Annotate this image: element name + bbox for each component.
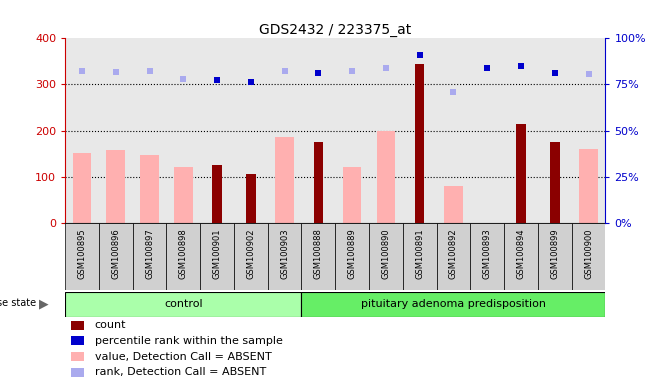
Bar	[415, 64, 424, 223]
Bar	[369, 223, 403, 290]
Bar	[65, 292, 301, 317]
Text: count: count	[95, 320, 126, 330]
Bar	[470, 223, 504, 290]
Bar	[246, 174, 256, 223]
Bar	[167, 223, 201, 290]
Text: GSM100897: GSM100897	[145, 228, 154, 279]
Bar	[70, 352, 84, 361]
Bar	[444, 186, 463, 223]
Bar	[212, 165, 222, 223]
Text: GSM100892: GSM100892	[449, 228, 458, 279]
Bar	[70, 336, 84, 346]
Text: GSM100890: GSM100890	[381, 228, 391, 279]
Bar	[140, 154, 159, 223]
Bar	[516, 124, 526, 223]
Text: value, Detection Call = ABSENT: value, Detection Call = ABSENT	[95, 352, 271, 362]
Bar	[268, 223, 301, 290]
Bar	[437, 223, 470, 290]
Text: disease state: disease state	[0, 298, 36, 308]
Text: GSM100903: GSM100903	[280, 228, 289, 279]
Text: GSM100901: GSM100901	[213, 228, 221, 279]
Title: GDS2432 / 223375_at: GDS2432 / 223375_at	[259, 23, 411, 37]
Text: GSM100902: GSM100902	[246, 228, 255, 279]
Bar	[73, 153, 91, 223]
Bar	[174, 167, 193, 223]
Bar	[550, 142, 559, 223]
Bar	[538, 223, 572, 290]
Text: GSM100894: GSM100894	[516, 228, 525, 279]
Text: GSM100891: GSM100891	[415, 228, 424, 279]
Bar	[572, 223, 605, 290]
Bar	[70, 368, 84, 377]
Text: control: control	[164, 299, 202, 310]
Bar	[579, 149, 598, 223]
Text: GSM100899: GSM100899	[550, 228, 559, 279]
Bar	[343, 167, 361, 223]
Text: rank, Detection Call = ABSENT: rank, Detection Call = ABSENT	[95, 367, 266, 377]
Bar	[335, 223, 369, 290]
Bar	[377, 131, 395, 223]
Bar	[314, 142, 323, 223]
Bar	[107, 150, 125, 223]
Bar	[70, 321, 84, 330]
Bar	[403, 223, 437, 290]
Bar	[133, 223, 167, 290]
Bar	[301, 223, 335, 290]
Text: GSM100889: GSM100889	[348, 228, 357, 279]
Bar	[99, 223, 133, 290]
Bar	[234, 223, 268, 290]
Text: GSM100900: GSM100900	[584, 228, 593, 279]
Bar	[201, 223, 234, 290]
Text: percentile rank within the sample: percentile rank within the sample	[95, 336, 283, 346]
Text: GSM100896: GSM100896	[111, 228, 120, 279]
Bar	[504, 223, 538, 290]
Text: pituitary adenoma predisposition: pituitary adenoma predisposition	[361, 299, 546, 310]
Text: GSM100898: GSM100898	[179, 228, 187, 279]
Bar	[65, 223, 99, 290]
Bar	[301, 292, 605, 317]
Text: GSM100895: GSM100895	[77, 228, 87, 279]
Text: GSM100893: GSM100893	[483, 228, 492, 279]
Text: ▶: ▶	[39, 297, 49, 310]
Bar	[275, 137, 294, 223]
Text: GSM100888: GSM100888	[314, 228, 323, 279]
